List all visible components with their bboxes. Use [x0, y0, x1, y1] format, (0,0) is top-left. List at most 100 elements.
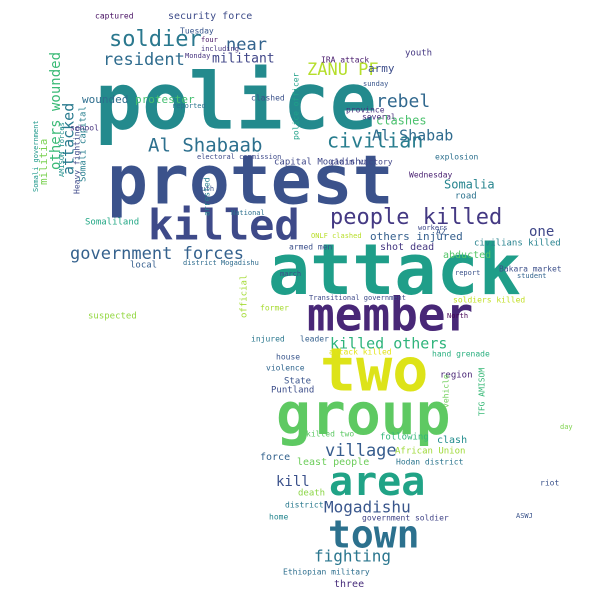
cloud-word: Ethiopian military	[283, 568, 370, 577]
cloud-word: killed two	[306, 430, 354, 439]
cloud-word: Hodan district	[396, 458, 464, 467]
cloud-word: militant	[212, 52, 275, 67]
cloud-word: attack killed	[329, 348, 392, 357]
cloud-word: captured	[95, 12, 134, 21]
cloud-word: province	[346, 106, 385, 115]
cloud-word: home	[269, 513, 288, 522]
cloud-word: injured	[251, 335, 285, 344]
cloud-word: former	[260, 304, 289, 313]
cloud-word: village	[325, 441, 397, 461]
cloud-word: Al Shabab	[372, 127, 453, 145]
cloud-word: IRA attack	[321, 56, 369, 65]
cloud-word: abducted	[443, 250, 491, 261]
cloud-word: resident	[103, 50, 185, 70]
cloud-word: kill	[276, 474, 310, 490]
cloud-word: others injured	[370, 230, 463, 243]
cloud-word: road	[455, 192, 477, 202]
cloud-word: suspected	[88, 312, 137, 322]
cloud-word: police	[95, 57, 377, 147]
cloud-word: electoral commission	[197, 153, 281, 161]
cloud-word: claim victory	[330, 158, 393, 167]
cloud-word: fighting	[314, 547, 391, 566]
cloud-word: capital Mogadishu	[274, 158, 366, 168]
cloud-word: government soldier	[362, 514, 449, 523]
cloud-word: armed men	[289, 243, 333, 252]
cloud-word: least people	[297, 457, 369, 468]
cloud-word: civilian	[327, 129, 423, 153]
cloud-word: TFG AMISOM	[478, 368, 487, 416]
cloud-word: Somaliland	[85, 218, 139, 228]
cloud-word: wounded	[82, 93, 128, 106]
cloud-word: National	[231, 209, 265, 217]
cloud-word: Heavy fighting	[73, 126, 82, 194]
cloud-word: member	[307, 288, 473, 342]
cloud-word: Wednesday	[409, 171, 453, 180]
cloud-word: clashed	[251, 94, 285, 103]
cloud-word: soldier	[109, 27, 202, 52]
cloud-word: region	[440, 371, 473, 381]
cloud-word: three	[334, 579, 364, 590]
cloud-word: house	[276, 353, 300, 362]
cloud-word: clashes	[376, 114, 427, 128]
cloud-word: school	[70, 124, 99, 133]
cloud-word: town	[328, 513, 420, 557]
cloud-word: North	[447, 312, 468, 320]
cloud-word: Transitional government	[309, 294, 406, 302]
cloud-word: protester	[135, 93, 195, 106]
cloud-word: militia	[37, 139, 50, 185]
cloud-word: State	[284, 377, 311, 387]
cloud-word: Bakara market	[499, 265, 562, 274]
cloud-word: including	[201, 45, 239, 53]
cloud-word: vehicle	[442, 374, 451, 408]
cloud-word: South	[193, 185, 214, 193]
cloud-word: group	[276, 380, 451, 448]
cloud-word: attack	[268, 229, 521, 311]
cloud-word: several	[362, 113, 396, 122]
cloud-word: death	[298, 489, 325, 499]
cloud-word: people killed	[330, 205, 502, 230]
cloud-word: government forces	[70, 244, 244, 264]
cloud-word: workers	[418, 224, 448, 232]
cloud-word: official	[240, 275, 250, 318]
cloud-word: report	[455, 269, 480, 277]
cloud-word: civilians killed	[474, 239, 561, 249]
cloud-word: killed others	[330, 335, 447, 353]
cloud-word: day	[560, 423, 573, 431]
cloud-word: riot	[540, 479, 559, 488]
cloud-word: force	[260, 452, 290, 463]
cloud-word: rebel	[376, 91, 430, 112]
cloud-word: leader	[300, 335, 329, 344]
cloud-word: arrested	[203, 177, 212, 216]
cloud-word: reported	[172, 102, 206, 110]
cloud-word: explosion	[435, 153, 479, 162]
cloud-word: clash	[437, 435, 467, 446]
cloud-word: African Union	[395, 447, 465, 457]
cloud-word: one	[529, 224, 554, 240]
cloud-word: protest	[107, 142, 394, 221]
cloud-word: ZANU PF	[307, 60, 379, 80]
cloud-word: Tuesday	[180, 27, 214, 36]
cloud-word: police officer	[292, 72, 301, 140]
cloud-word: AMISOM forces	[58, 122, 66, 177]
cloud-word: killed	[148, 201, 300, 250]
cloud-word: violence	[266, 364, 305, 373]
cloud-word: Mogadishu	[324, 498, 411, 517]
cloud-word: shot dead	[380, 242, 434, 253]
cloud-word: youth	[405, 49, 432, 59]
cloud-word: ONLF clashed	[311, 232, 362, 240]
cloud-word: Somali capital	[79, 106, 89, 182]
cloud-word: hand grenade	[432, 350, 490, 359]
cloud-word: Somalia	[444, 178, 495, 192]
cloud-word: sunday	[363, 80, 388, 88]
cloud-word: district Mogadishu	[183, 259, 259, 267]
cloud-word: soldiers killed	[453, 296, 525, 305]
cloud-word: near	[226, 35, 267, 55]
cloud-word: others wounded	[48, 52, 64, 170]
cloud-word: ASWJ	[516, 512, 533, 520]
cloud-word: march	[280, 270, 301, 278]
cloud-word: student	[517, 272, 547, 280]
cloud-word: Somali government	[32, 120, 40, 192]
cloud-word: Monday	[185, 52, 210, 60]
